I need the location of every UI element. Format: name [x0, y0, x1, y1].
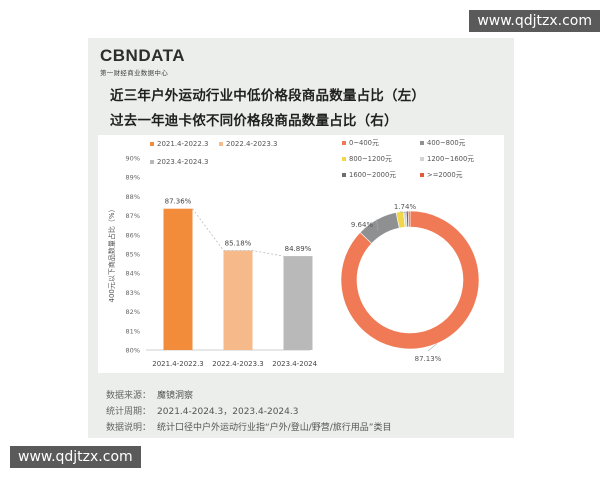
logo-subtitle: 第一财经商业数据中心 — [100, 69, 168, 77]
legend-label: 0~400元 — [349, 139, 379, 147]
legend-label: >=2000元 — [427, 171, 463, 179]
footer-source-value: 魔镜洞察 — [157, 391, 194, 401]
y-tick-label: 81% — [126, 327, 140, 335]
bar — [163, 208, 193, 350]
leader-line — [427, 343, 438, 352]
chart-panel: 2021.4-2022.3 2022.4-2023.3 2023.4-2024.3 8… — [98, 135, 504, 373]
footer-period-key: 统计周期： — [106, 407, 152, 417]
donut-slice — [408, 210, 411, 228]
footer-period-value: 2021.4-2024.3，2023.4-2024.3 — [157, 407, 299, 417]
legend-label: 2021.4-2022.3 — [157, 140, 209, 148]
x-tick-label: 2023.4-2024.3 — [272, 360, 318, 368]
legend-swatch — [342, 157, 346, 161]
infographic-card: CBNDATA 第一财经商业数据中心 近三年户外运动行业中低价格段商品数量占比（… — [88, 38, 514, 438]
legend-swatch — [150, 142, 154, 146]
y-tick-label: 84% — [126, 270, 140, 278]
title-line-2: 过去一年迪卡侬不同价格段商品数量占比（右） — [110, 113, 398, 129]
footer-note-value: 统计口径中户外运动行业指“户外/登山/野营/旅行用品”类目 — [157, 423, 392, 433]
bar-data-label: 84.89% — [285, 245, 312, 253]
legend-label: 2022.4-2023.3 — [226, 140, 278, 148]
legend-swatch — [420, 141, 424, 145]
legend-swatch — [150, 160, 154, 164]
y-tick-label: 87% — [126, 212, 140, 220]
leader-line — [399, 211, 410, 214]
legend-label: 2023.4-2024.3 — [157, 158, 209, 166]
trend-line — [192, 208, 284, 257]
bar — [283, 256, 313, 350]
y-tick-label: 80% — [126, 347, 140, 355]
legend-swatch — [342, 173, 346, 177]
footer-source: 数据来源： 魔镜洞察 — [106, 388, 193, 401]
y-axis-label: 400元以下商品数量占比（%） — [107, 205, 116, 302]
bar — [223, 250, 253, 350]
legend-swatch — [342, 141, 346, 145]
legend-label: 400~800元 — [427, 139, 466, 147]
bar-data-label: 87.36% — [165, 198, 192, 206]
legend-swatch — [219, 142, 223, 146]
footer-source-key: 数据来源： — [106, 391, 152, 401]
legend-swatch — [420, 157, 424, 161]
cbndata-logo: CBNDATA 第一财经商业数据中心 — [100, 46, 185, 77]
legend-label: 800~1200元 — [349, 155, 392, 163]
y-tick-label: 85% — [126, 251, 140, 259]
y-tick-label: 90% — [126, 155, 140, 163]
logo-text: CBNDATA — [100, 46, 186, 65]
bar-chart: 2021.4-2022.3 2022.4-2023.3 2023.4-2024.3 8… — [107, 140, 318, 368]
y-tick-label: 89% — [126, 174, 140, 182]
slice-data-label: 9.64% — [351, 221, 374, 229]
slice-data-label: 87.13% — [415, 355, 442, 363]
leader-line — [376, 219, 379, 232]
x-tick-label: 2021.4-2022.3 — [152, 360, 204, 368]
x-tick-label: 2022.4-2023.3 — [212, 360, 264, 368]
y-tick-label: 88% — [126, 193, 140, 201]
legend-swatch — [420, 173, 424, 177]
watermark-top: www.qdjtzx.com — [469, 10, 600, 32]
y-tick-label: 83% — [126, 289, 140, 297]
y-tick-label: 82% — [126, 308, 140, 316]
title-line-1: 近三年户外运动行业中低价格段商品数量占比（左） — [110, 88, 426, 104]
footer-period: 统计周期： 2021.4-2024.3，2023.4-2024.3 — [106, 404, 298, 417]
footer-note: 数据说明： 统计口径中户外运动行业指“户外/登山/野营/旅行用品”类目 — [106, 420, 391, 433]
legend-label: 1600~2000元 — [349, 171, 396, 179]
slice-data-label: 1.74% — [394, 203, 417, 211]
donut-slice — [340, 210, 480, 350]
donut-chart: 0~400元 400~800元 800~1200元 1200~1600元 1600~20… — [340, 139, 480, 363]
y-tick-label: 86% — [126, 231, 140, 239]
footer-note-key: 数据说明： — [106, 423, 152, 433]
legend-label: 1200~1600元 — [427, 155, 474, 163]
bar-data-label: 85.18% — [225, 240, 252, 248]
watermark-bottom: www.qdjtzx.com — [10, 446, 141, 468]
